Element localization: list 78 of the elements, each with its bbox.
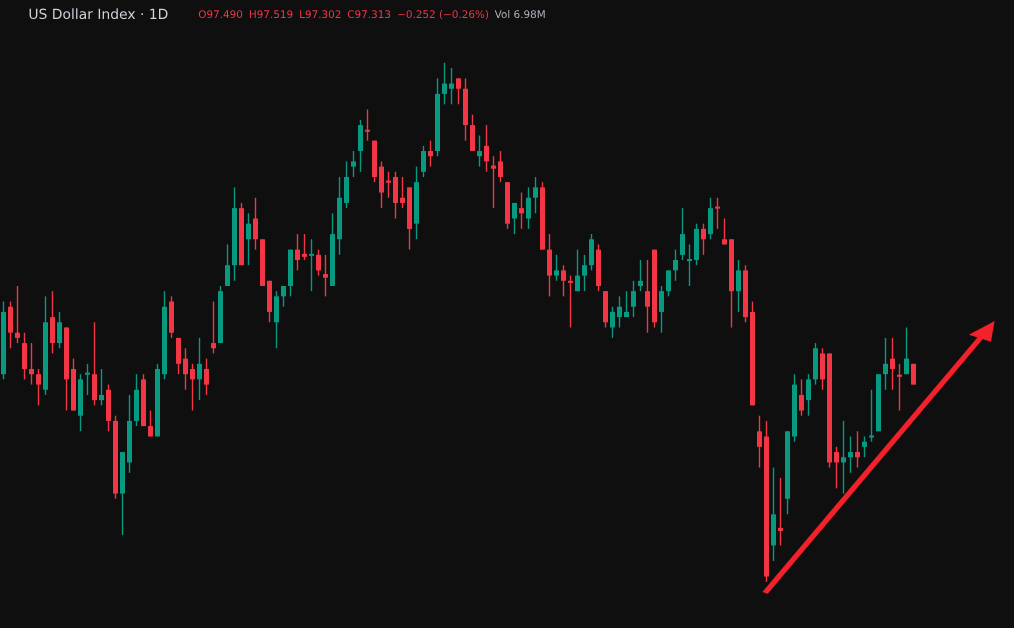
candlestick (351, 150, 356, 178)
candlestick (687, 243, 692, 287)
candlestick (575, 248, 580, 292)
candlestick (491, 155, 496, 209)
candlestick (631, 280, 636, 318)
candlestick (323, 254, 328, 298)
candlestick (862, 435, 867, 458)
candlestick (253, 197, 258, 251)
candlestick (855, 430, 860, 469)
candlestick (99, 368, 104, 407)
candlestick (85, 363, 90, 396)
candlestick (736, 259, 741, 313)
candlestick (386, 171, 391, 199)
candlestick (190, 363, 195, 412)
candlestick (673, 248, 678, 282)
candlestick (799, 378, 804, 417)
candlestick (883, 337, 888, 391)
candlestick (519, 191, 524, 230)
candlestick (512, 202, 517, 235)
text: −0.252 (−0.26%) (398, 10, 489, 20)
candlestick (638, 259, 643, 292)
candlestick (456, 77, 461, 106)
candlestick (582, 254, 587, 292)
candlestick (610, 306, 615, 339)
candlestick (183, 347, 188, 391)
candlestick (211, 300, 216, 355)
candlestick (309, 238, 314, 292)
candlestick (526, 186, 531, 230)
candlestick (449, 67, 454, 106)
text: C97.313 (347, 10, 391, 19)
candlestick (421, 145, 426, 178)
candlestick (568, 274, 573, 329)
candlestick (645, 259, 650, 334)
candlestick (848, 435, 853, 474)
candlestick (484, 124, 489, 173)
text: O97.490 (198, 10, 243, 19)
candlestick (897, 363, 902, 412)
candlestick (29, 342, 34, 386)
candlestick (561, 264, 566, 298)
candlestick (869, 389, 874, 443)
chart-title: US Dollar Index · 1D (29, 8, 168, 20)
text: L97.302 (300, 10, 341, 19)
candlestick (442, 62, 447, 106)
candlestick (666, 269, 671, 298)
candlestick (295, 233, 300, 272)
candlestick (715, 197, 720, 230)
candlestick (533, 176, 538, 215)
candlestick (400, 176, 405, 209)
candlestick (225, 243, 230, 287)
candlestick (36, 368, 41, 407)
text: Vol 6.98M (494, 10, 545, 19)
text: H97.519 (249, 10, 293, 19)
candlestick (834, 446, 839, 490)
candlestick (498, 150, 503, 183)
candlestick (197, 337, 202, 401)
candlestick (617, 295, 622, 329)
candlestick (624, 290, 629, 318)
candlestick (316, 248, 321, 277)
candlestick (680, 207, 685, 261)
candlestick (57, 311, 62, 349)
candlestick (302, 233, 307, 261)
candlestick (554, 254, 559, 282)
candlestick (701, 222, 706, 256)
candlestick (477, 134, 482, 168)
candlestick (15, 285, 20, 344)
candlestick (148, 409, 153, 438)
candlestick (365, 108, 370, 142)
candlestick (841, 420, 846, 495)
candlestick (722, 217, 727, 246)
candlestick (890, 337, 895, 391)
candlestick (757, 415, 762, 469)
candlestick (778, 477, 783, 547)
candlestick (904, 326, 909, 375)
candlestick (806, 373, 811, 417)
candlestick (204, 357, 209, 396)
candlestick (246, 212, 251, 266)
candlestick (659, 285, 664, 334)
candlestick (428, 139, 433, 168)
